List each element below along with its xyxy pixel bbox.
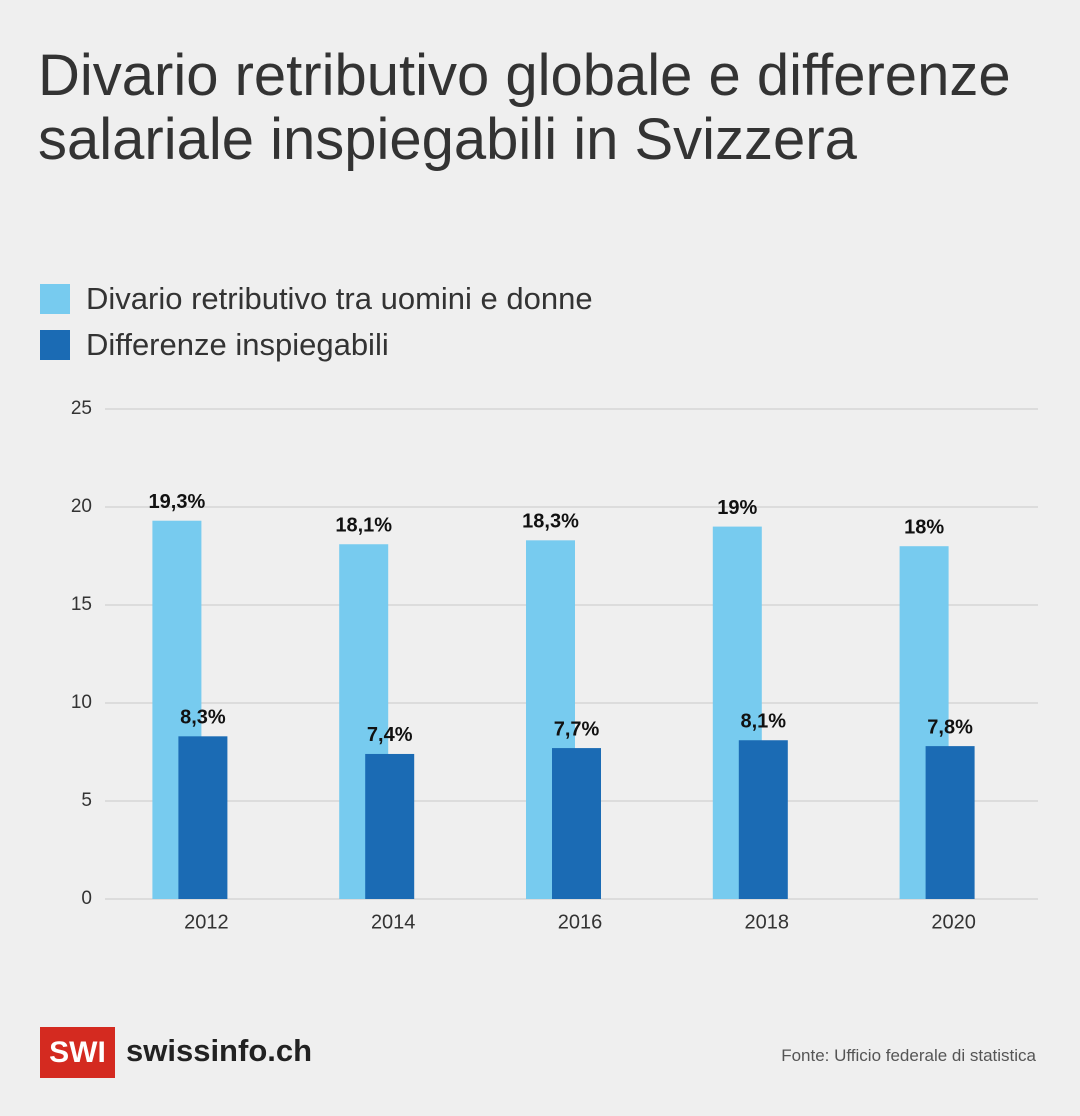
- y-tick-label: 0: [81, 888, 92, 909]
- x-tick-label: 2016: [558, 911, 603, 933]
- x-tick-label: 2020: [931, 911, 976, 933]
- bar: [552, 748, 601, 899]
- legend: Divario retributivo tra uomini e donne Di…: [40, 276, 593, 368]
- y-tick-label: 10: [71, 692, 92, 713]
- x-tick-label: 2014: [371, 911, 416, 933]
- value-label: 18,1%: [335, 515, 392, 537]
- legend-swatch: [40, 284, 70, 314]
- legend-item: Divario retributivo tra uomini e donne: [40, 276, 593, 322]
- value-label: 19,3%: [149, 491, 206, 513]
- value-label: 7,8%: [927, 716, 973, 738]
- bar: [178, 736, 228, 899]
- y-tick-label: 15: [71, 594, 92, 615]
- legend-label: Divario retributivo tra uomini e donne: [86, 281, 593, 316]
- site-name: swissinfo.ch: [126, 1033, 313, 1068]
- bar: [738, 740, 788, 899]
- logo: SWI: [40, 1027, 115, 1078]
- value-label: 18%: [904, 516, 944, 538]
- legend-label: Differenze inspiegabili: [86, 327, 389, 362]
- bar: [365, 753, 415, 899]
- y-tick-label: 5: [81, 790, 92, 811]
- chart: 0 5 10 15 20 25 2012 19,3% 8,3% 2014 18,1% 7,4% 2016…: [71, 398, 1038, 933]
- value-label: 18,3%: [522, 511, 579, 533]
- chart-title: Divario retributivo globale e differenze…: [38, 43, 1011, 172]
- value-label: 8,1%: [741, 711, 787, 733]
- legend-item: Differenze inspiegabili: [40, 322, 593, 368]
- y-tick-label: 25: [71, 398, 92, 419]
- value-label: 19%: [717, 497, 757, 519]
- legend-swatch: [40, 330, 70, 360]
- x-tick-label: 2012: [184, 911, 229, 933]
- y-tick-label: 20: [71, 496, 92, 517]
- value-label: 7,7%: [554, 718, 600, 740]
- source: Fonte: Ufficio federale di statistica: [781, 1046, 1036, 1065]
- value-label: 7,4%: [367, 724, 413, 746]
- value-label: 8,3%: [180, 707, 226, 729]
- x-tick-label: 2018: [745, 911, 790, 933]
- bar: [925, 746, 975, 899]
